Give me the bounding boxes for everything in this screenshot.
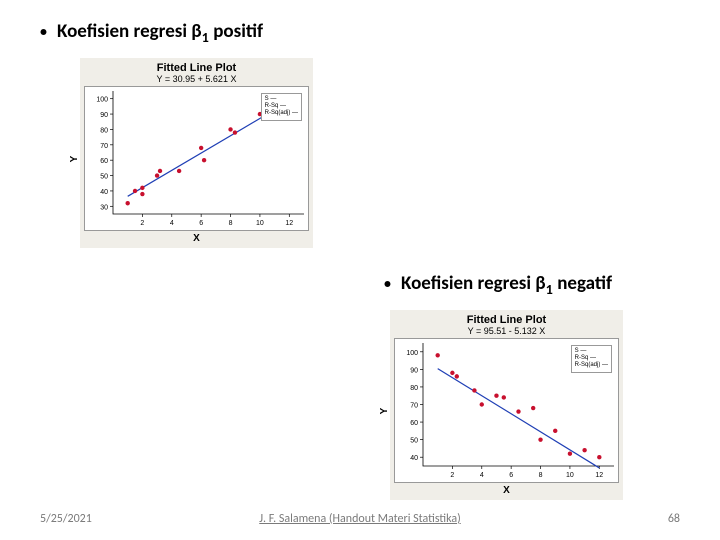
svg-text:6: 6: [509, 472, 513, 479]
svg-text:70: 70: [410, 403, 418, 410]
footer-date: 5/25/2021: [40, 512, 92, 526]
svg-text:30: 30: [100, 204, 108, 211]
svg-text:8: 8: [539, 472, 543, 479]
svg-text:12: 12: [595, 472, 603, 479]
bullet-text: Koefisien regresi β1 negatif: [401, 272, 612, 298]
chart-negative: Fitted Line PlotY = 95.51 - 5.132 XY4050…: [390, 310, 623, 500]
plot-area: Y40506070809010024681012S —R-Sq —R-Sq(ad…: [394, 338, 619, 483]
svg-text:10: 10: [256, 220, 264, 227]
y-axis-label: Y: [379, 407, 390, 414]
chart-title: Fitted Line PlotY = 30.95 + 5.621 X: [84, 62, 309, 84]
chart-positive: Fitted Line PlotY = 30.95 + 5.621 XY3040…: [80, 58, 313, 248]
svg-text:60: 60: [410, 420, 418, 427]
plot-area: Y3040506070809010024681012S —R-Sq —R-Sq(…: [84, 86, 309, 231]
svg-text:50: 50: [100, 174, 108, 181]
svg-text:90: 90: [100, 112, 108, 119]
svg-text:6: 6: [199, 220, 203, 227]
svg-text:10: 10: [566, 472, 574, 479]
chart-title: Fitted Line PlotY = 95.51 - 5.132 X: [394, 314, 619, 336]
svg-text:12: 12: [285, 220, 293, 227]
svg-text:4: 4: [170, 220, 174, 227]
bullet-positive: • Koefisien regresi β1 positif: [40, 20, 263, 46]
svg-text:8: 8: [229, 220, 233, 227]
text: Koefisien regresi β: [401, 272, 546, 295]
x-axis-label: X: [394, 485, 619, 496]
text: positif: [209, 20, 263, 43]
bullet-text: Koefisien regresi β1 positif: [57, 20, 263, 46]
svg-text:80: 80: [100, 127, 108, 134]
bullet-dot: •: [384, 277, 391, 291]
bullet-negative: • Koefisien regresi β1 negatif: [384, 272, 612, 298]
bullet-dot: •: [40, 25, 47, 39]
svg-text:40: 40: [100, 189, 108, 196]
legend: S —R-Sq —R-Sq(adj) —: [571, 345, 612, 373]
svg-text:2: 2: [140, 220, 144, 227]
subscript: 1: [546, 280, 553, 298]
x-axis-label: X: [84, 233, 309, 244]
svg-text:4: 4: [480, 472, 484, 479]
svg-text:60: 60: [100, 158, 108, 165]
svg-text:2: 2: [450, 472, 454, 479]
svg-text:100: 100: [406, 350, 418, 357]
y-axis-label: Y: [69, 155, 80, 162]
text: Koefisien regresi β: [57, 20, 202, 43]
subscript: 1: [202, 28, 209, 46]
svg-text:80: 80: [410, 385, 418, 392]
legend: S —R-Sq —R-Sq(adj) —: [261, 93, 302, 121]
svg-text:40: 40: [410, 455, 418, 462]
svg-text:90: 90: [410, 367, 418, 374]
svg-text:100: 100: [96, 97, 108, 104]
svg-text:70: 70: [100, 143, 108, 150]
footer-page: 68: [668, 512, 680, 526]
footer-center: J. F. Salamena (Handout Materi Statistik…: [0, 512, 720, 526]
text: negatif: [553, 272, 612, 295]
footer: 5/25/2021 J. F. Salamena (Handout Materi…: [0, 512, 720, 526]
svg-text:50: 50: [410, 438, 418, 445]
